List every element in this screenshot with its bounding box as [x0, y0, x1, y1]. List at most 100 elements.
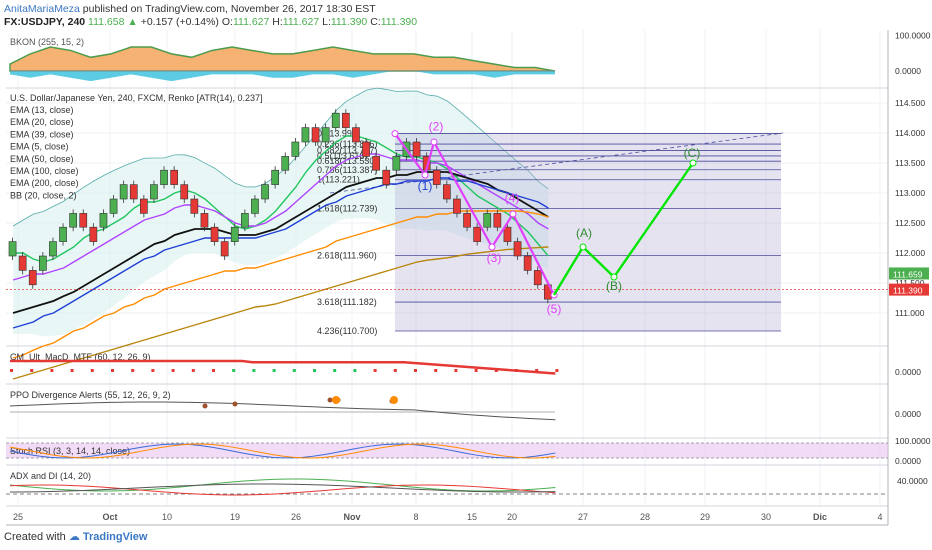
footer: Created with ☁ TradingView: [4, 530, 147, 543]
corrective-wave-label: (A): [576, 226, 592, 240]
renko-brick: [311, 127, 320, 143]
ppo-line: [9, 401, 556, 421]
ema-line: [12, 153, 549, 281]
renko-brick: [261, 184, 269, 200]
bkon-tick: 100.0000: [895, 31, 931, 41]
macd-hist-dot: [333, 369, 337, 372]
wave-point: [430, 138, 438, 146]
indicator-legend-item: EMA (5, close): [10, 142, 69, 152]
author-link[interactable]: AnitaMariaMeza: [4, 3, 80, 15]
indicator-legend-item: EMA (100, close): [10, 166, 79, 176]
adx-di-minus-line: [9, 484, 556, 496]
renko-brick: [463, 213, 471, 228]
price-tick-label: 114.000: [895, 128, 925, 138]
renko-brick: [321, 127, 330, 143]
macd-hist-dot: [191, 369, 195, 372]
fib-level-label: 1(113.221): [317, 175, 360, 185]
macd-hist-dot: [30, 369, 34, 372]
renko-brick: [493, 213, 502, 228]
renko-brick: [362, 141, 370, 157]
symbol-line: FX:USDJPY, 240 111.658 ▲ +0.157 (+0.14%)…: [4, 16, 417, 28]
renko-brick: [8, 241, 17, 257]
renko-brick: [160, 169, 168, 185]
macd-hist-dot: [171, 369, 175, 372]
macd-hist-dot: [111, 369, 114, 372]
last-price-tag: 111.659: [893, 269, 923, 279]
macd-hist-dot: [494, 369, 498, 372]
renko-brick: [220, 241, 229, 257]
ppo-divergence-dot: [232, 401, 238, 407]
x-tick-label: 15: [467, 512, 477, 522]
open-label: O:: [221, 16, 233, 28]
renko-brick: [251, 198, 259, 214]
renko-brick: [180, 184, 189, 200]
renko-brick: [291, 141, 300, 157]
macd-hist-dot: [353, 369, 357, 372]
up-arrow-icon: ▲: [127, 16, 138, 28]
x-tick-label: 4: [877, 512, 882, 522]
renko-brick: [79, 213, 88, 228]
renko-brick: [28, 270, 37, 286]
macd-hist-dot: [414, 369, 417, 372]
indicator-legend-item: EMA (13, close): [10, 105, 74, 115]
open-value: 111.627: [232, 16, 270, 28]
x-tick-label: 30: [761, 512, 771, 522]
x-tick-label: 20: [507, 512, 517, 522]
stoch-tick: 0.0000: [895, 456, 921, 466]
macd-hist-dot: [474, 369, 478, 372]
renko-brick: [49, 241, 57, 257]
renko-brick: [190, 198, 199, 214]
adx-title: ADX and DI (14, 20): [10, 471, 91, 481]
macd-hist-dot: [232, 369, 236, 372]
ppo-tick: 0.0000: [895, 409, 921, 419]
x-tick-label: Dic: [813, 512, 827, 522]
macd-hist-dot: [555, 369, 559, 372]
renko-brick: [129, 184, 138, 200]
renko-brick: [392, 156, 401, 171]
impulse-wave-label: (2): [429, 120, 444, 134]
renko-brick: [200, 213, 209, 228]
price-tick-label: 113.500: [895, 158, 925, 168]
tradingview-brand[interactable]: TradingView: [82, 531, 148, 543]
price-tick-label: 114.500: [895, 98, 925, 108]
macd-hist-dot: [292, 369, 296, 372]
wave-point: [610, 273, 618, 281]
tradingview-logo-icon: ☁: [68, 531, 80, 543]
stoch-band: [6, 443, 888, 458]
wave-point: [421, 171, 429, 179]
renko-brick: [352, 127, 360, 143]
renko-brick: [301, 127, 310, 143]
fib-level-label: 1.618(112.739): [317, 204, 377, 214]
adx-line: [9, 483, 556, 493]
price-tick-label: 112.500: [895, 218, 925, 228]
indicator-legend-item: BB (20, close, 2): [10, 190, 77, 200]
wave-point: [488, 243, 496, 251]
renko-brick: [533, 270, 542, 286]
fibonacci-zone: [395, 133, 781, 331]
fib-level-label: 2.618(111.960): [317, 250, 377, 260]
created-with-text: Created with: [4, 531, 66, 543]
fib-level-label: 0.5(113.618): [317, 151, 367, 161]
symbol-name[interactable]: FX:USDJPY, 240: [4, 16, 86, 28]
last-price: 111.658: [88, 16, 125, 28]
fib-level-label: 0.786(113.387): [317, 165, 377, 175]
renko-brick: [523, 255, 532, 271]
x-tick-label: 10: [162, 512, 172, 522]
renko-brick: [432, 169, 441, 185]
renko-brick: [412, 141, 421, 157]
wave-point: [689, 159, 697, 167]
renko-brick: [473, 226, 482, 242]
macd-hist-dot: [151, 369, 155, 372]
renko-brick: [38, 255, 47, 271]
close-price-tag-box: [889, 283, 929, 296]
ppo-divergence-dot: [327, 397, 333, 403]
trend-dashed-line: [329, 132, 784, 194]
macd-hist-dot: [393, 369, 397, 372]
renko-brick: [483, 213, 492, 228]
macd-hist-dot: [212, 369, 215, 372]
stoch-k-line: [9, 443, 556, 459]
low-label: L:: [322, 16, 331, 28]
low-value: 111.390: [330, 16, 368, 28]
